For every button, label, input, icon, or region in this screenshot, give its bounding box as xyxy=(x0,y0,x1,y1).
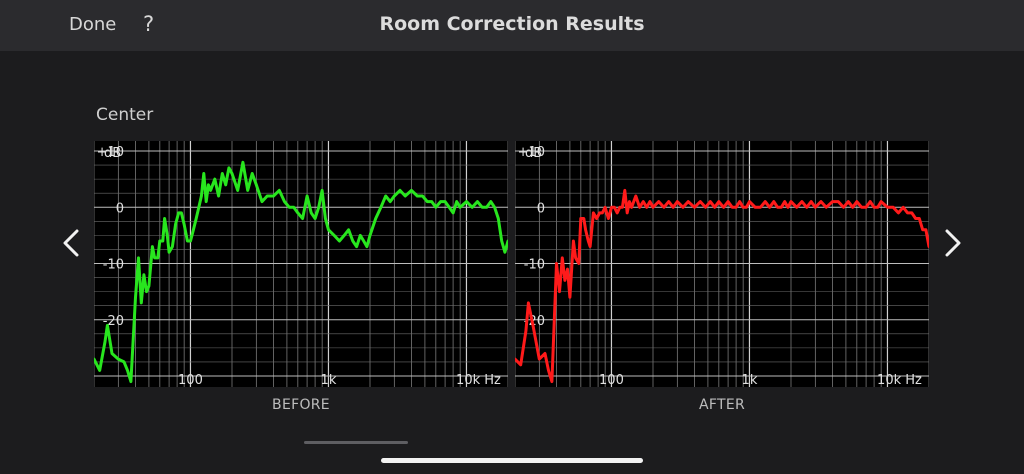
x-tick-label: 100 xyxy=(178,373,203,387)
before-caption: BEFORE xyxy=(272,397,330,413)
response-curve xyxy=(94,160,508,384)
after-frequency-response-chart: +10 0 -10 -20 dB 100 1k 10k Hz xyxy=(515,141,929,387)
before-frequency-response-chart: +10 0 -10 -20 dB 100 1k 10k Hz xyxy=(94,141,508,387)
chevron-right-icon xyxy=(945,229,961,257)
response-curve xyxy=(515,188,929,384)
after-caption: AFTER xyxy=(698,397,745,413)
previous-chevron-left-icon[interactable] xyxy=(57,228,87,258)
x-tick-label: 10k Hz xyxy=(877,373,922,387)
y-tick-label: 0 xyxy=(116,201,124,216)
y-tick-label: +10 xyxy=(97,145,124,160)
chevron-left-icon xyxy=(63,229,79,257)
x-tick-label: 100 xyxy=(599,373,624,387)
top-bar: Done ? Room Correction Results xyxy=(0,0,1024,51)
home-indicator[interactable] xyxy=(381,458,643,463)
y-axis-unit-label: dB xyxy=(525,146,542,161)
y-tick-label: +10 xyxy=(518,145,545,160)
done-button[interactable]: Done xyxy=(69,14,117,35)
speaker-channel-label: Center xyxy=(96,105,154,125)
y-tick-label: -10 xyxy=(524,258,545,273)
help-button[interactable]: ? xyxy=(143,12,155,36)
page-title: Room Correction Results xyxy=(379,13,645,35)
y-tick-label: -20 xyxy=(524,314,545,329)
x-tick-label: 1k xyxy=(742,373,758,387)
y-tick-label: -10 xyxy=(103,258,124,273)
x-tick-label: 1k xyxy=(321,373,337,387)
page-indicator xyxy=(304,441,408,444)
after-chart-svg: +10 0 -10 -20 dB 100 1k 10k Hz xyxy=(515,141,929,387)
y-axis-unit-label: dB xyxy=(104,146,121,161)
x-tick-label: 10k Hz xyxy=(456,373,501,387)
y-tick-label: 0 xyxy=(537,201,545,216)
next-chevron-right-icon[interactable] xyxy=(937,228,967,258)
